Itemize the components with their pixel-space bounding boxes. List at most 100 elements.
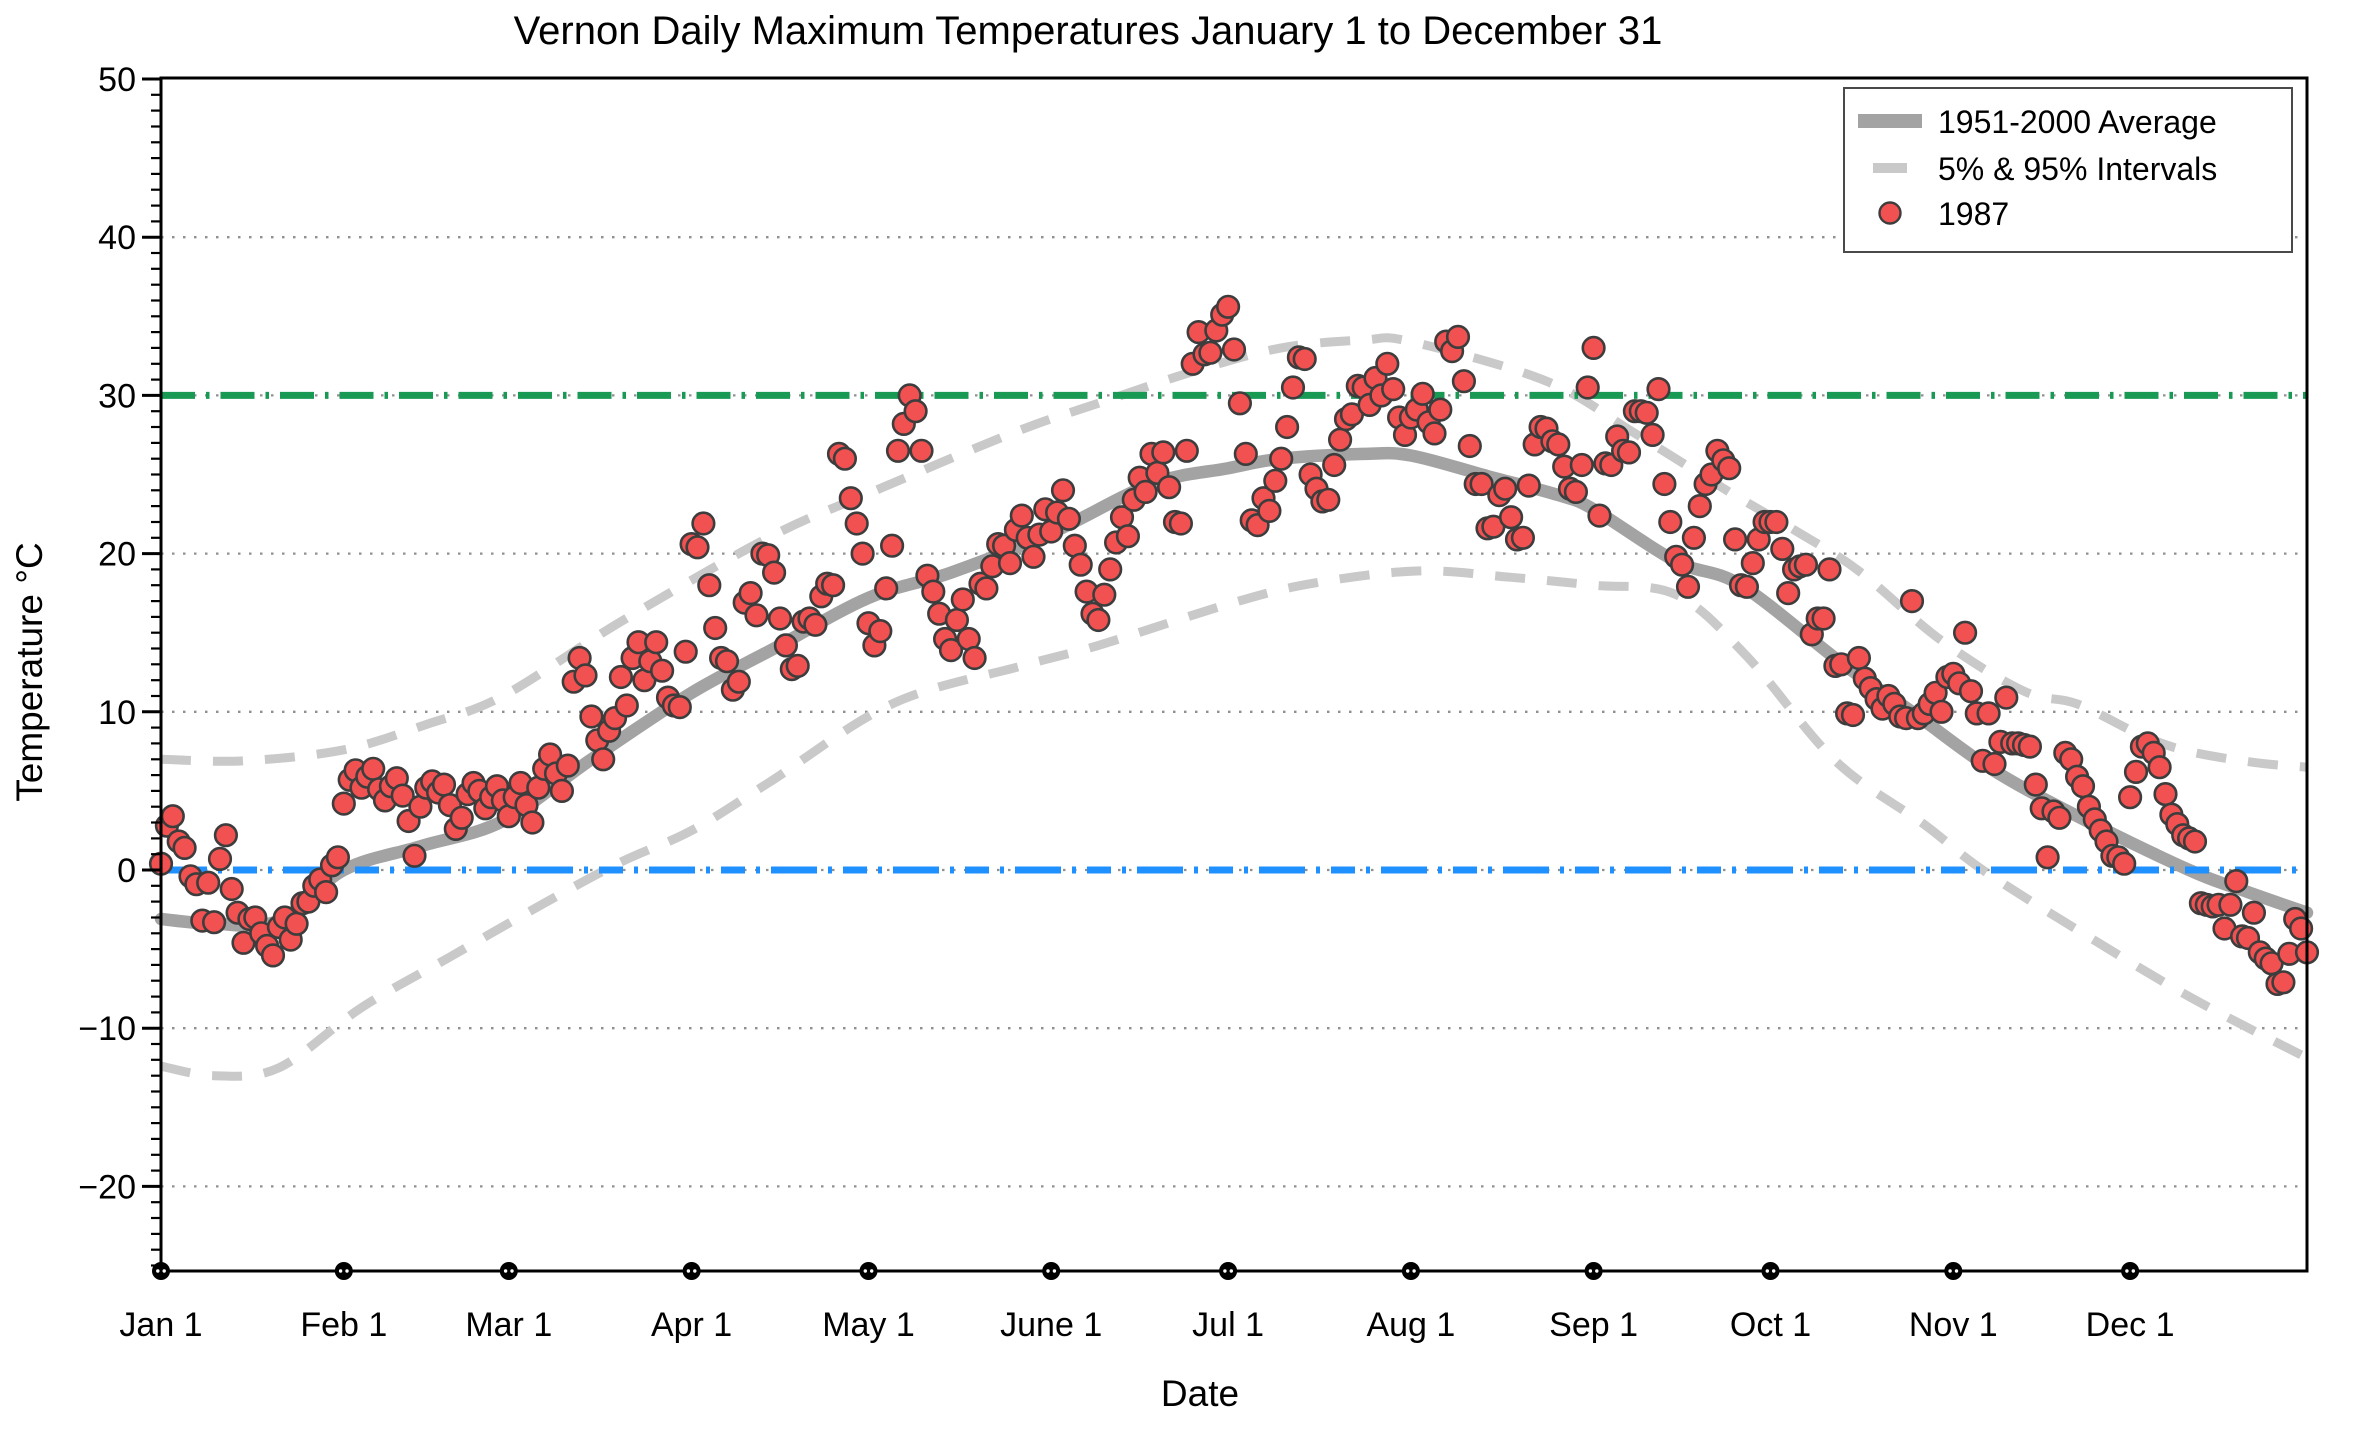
data-point [803, 612, 828, 637]
data-point [1563, 479, 1588, 505]
data-point [885, 438, 911, 463]
month-marker-detail [1406, 1269, 1410, 1273]
data-point [850, 541, 875, 566]
data-point [738, 580, 763, 606]
data-point [903, 399, 928, 424]
data-point [219, 876, 244, 902]
legend-item-label: 5% & 95% Intervals [1938, 151, 2217, 187]
month-marker-detail [863, 1269, 867, 1273]
data-point [1493, 476, 1518, 501]
data-point [1510, 525, 1535, 550]
data-point [331, 791, 356, 816]
month-marker-icon [334, 1262, 353, 1280]
data-point [1958, 679, 1984, 704]
data-point [767, 606, 793, 631]
data-point [2118, 785, 2143, 810]
data-point [1316, 487, 1341, 512]
data-point [1156, 475, 1182, 500]
data-point [997, 550, 1023, 576]
data-point [325, 845, 351, 870]
month-marker-detail [510, 1269, 514, 1273]
month-marker-detail [503, 1269, 508, 1273]
data-point [1375, 351, 1400, 376]
month-marker-detail [1765, 1269, 1770, 1273]
data-point [213, 823, 238, 848]
data-point [2123, 759, 2149, 785]
data-point [785, 653, 810, 679]
month-marker-detail [1948, 1269, 1952, 1273]
data-point [614, 693, 639, 718]
month-marker-detail [162, 1269, 166, 1273]
interval-curve [160, 566, 2313, 1081]
legend-item-average: 1951-2000 Average [1858, 104, 2217, 140]
data-point [1428, 397, 1453, 422]
data-point [260, 943, 286, 968]
month-marker-detail [1046, 1269, 1050, 1273]
mean-curve [154, 446, 2314, 932]
data-point [1516, 473, 1541, 498]
data-point [1257, 498, 1282, 524]
data-point [1740, 550, 1765, 576]
data-point [1817, 557, 1842, 582]
x-tick-label: Nov 1 [1909, 1306, 1998, 1344]
data-point [714, 649, 740, 674]
data-point [1569, 452, 1594, 478]
data-point [1115, 524, 1140, 549]
month-marker-detail [686, 1269, 691, 1273]
data-point [697, 573, 722, 598]
data-point [962, 645, 987, 671]
month-marker-detail [1412, 1269, 1416, 1273]
month-marker-detail [1772, 1269, 1776, 1273]
data-point [1092, 582, 1117, 607]
data-point [1717, 456, 1742, 481]
data-point [1640, 422, 1665, 448]
data-point [921, 579, 946, 604]
data-point [1151, 440, 1176, 465]
y-tick-label: −10 [78, 1010, 136, 1048]
data-point [1068, 552, 1093, 577]
data-point [820, 573, 846, 598]
data-point [838, 486, 863, 511]
x-tick-label: Jul 1 [1192, 1306, 1264, 1344]
data-point [2241, 900, 2266, 925]
data-point [1227, 391, 1252, 416]
data-point [2271, 970, 2296, 995]
data-point [449, 805, 474, 830]
data-point [520, 810, 545, 835]
data-point [284, 911, 309, 936]
month-marker-icon [499, 1262, 518, 1280]
data-point [1581, 335, 1606, 361]
data-point [1994, 685, 2019, 710]
data-point [1009, 503, 1034, 528]
data-point [2023, 772, 2048, 797]
data-point [1322, 452, 1347, 478]
data-point [1233, 441, 1258, 467]
data-point [1451, 369, 1476, 394]
month-marker-icon [859, 1262, 878, 1280]
data-point [1652, 471, 1677, 497]
month-marker-detail [1954, 1269, 1959, 1273]
data-point [202, 910, 227, 935]
x-tick-label: Feb 1 [300, 1306, 387, 1344]
data-point [1616, 440, 1642, 465]
chart-title: Vernon Daily Maximum Temperatures Januar… [514, 9, 1663, 53]
y-axis: 50 40 30 20 10 0 −10 −20 [78, 61, 161, 1267]
data-point [1681, 525, 1706, 550]
data-point [2147, 755, 2172, 780]
data-point [1410, 381, 1435, 406]
scatter-point-swatch-icon [1878, 201, 1902, 225]
data-point [1133, 479, 1158, 505]
data-point [2070, 774, 2096, 799]
y-tick-label: 30 [98, 377, 136, 415]
data-point [2017, 734, 2042, 759]
data-point [1976, 701, 2001, 726]
data-point [1546, 432, 1571, 457]
data-point [431, 772, 457, 797]
month-marker-icon [1761, 1262, 1780, 1280]
data-point [608, 664, 634, 690]
data-point [1575, 375, 1600, 400]
data-point [868, 618, 893, 644]
data-point [1929, 699, 1954, 724]
data-point [1174, 438, 1199, 463]
